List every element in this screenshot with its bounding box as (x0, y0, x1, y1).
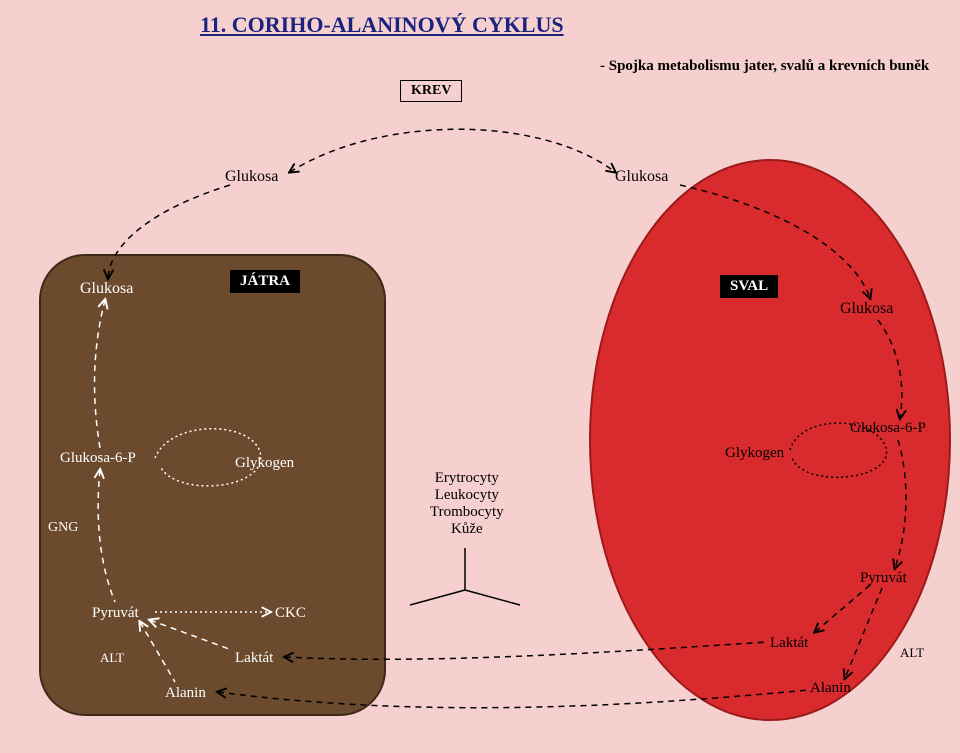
label-glukosa_liver: Glukosa (80, 280, 133, 298)
label-alanin_liver: Alanin (165, 685, 206, 702)
label-glykogen_liver: Glykogen (235, 455, 294, 472)
label-pyruvat_liver: Pyruvát (92, 605, 139, 622)
label-g6p_liver: Glukosa-6-P (60, 450, 136, 467)
label-pyruvat_muscle: Pyruvát (860, 570, 907, 587)
label-laktat_muscle: Laktát (770, 635, 808, 652)
label-alanin_muscle: Alanin (810, 680, 851, 697)
page-title: 11. CORIHO-ALANINOVÝ CYKLUS (200, 12, 564, 38)
label-glykogen_muscle: Glykogen (725, 445, 784, 462)
diagram-svg (0, 0, 960, 753)
label-ckc: CKC (275, 605, 306, 622)
liver-shape (40, 255, 385, 715)
label-alt_liver: ALT (100, 650, 124, 666)
krev-box: KREV (400, 80, 462, 102)
label-laktat_liver: Laktát (235, 650, 273, 667)
liver-tag: JÁTRA (230, 270, 300, 293)
label-cells: Erytrocyty Leukocyty Trombocyty Kůže (430, 470, 504, 538)
label-gng: GNG (48, 520, 78, 536)
label-glukosa_muscle: Glukosa (840, 300, 893, 318)
label-glukosa_top_left: Glukosa (225, 168, 278, 186)
label-g6p_muscle: Glukosa-6-P (850, 420, 926, 437)
page-subtitle: - Spojka metabolismu jater, svalů a krev… (600, 58, 929, 75)
label-glukosa_top_right: Glukosa (615, 168, 668, 186)
muscle-tag: SVAL (720, 275, 778, 298)
diagram-canvas: 11. CORIHO-ALANINOVÝ CYKLUS - Spojka met… (0, 0, 960, 753)
label-alt_muscle: ALT (900, 645, 924, 661)
